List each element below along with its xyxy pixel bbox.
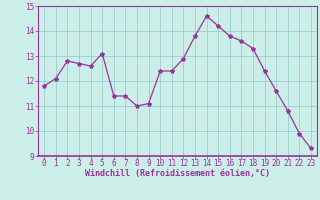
X-axis label: Windchill (Refroidissement éolien,°C): Windchill (Refroidissement éolien,°C) (85, 169, 270, 178)
